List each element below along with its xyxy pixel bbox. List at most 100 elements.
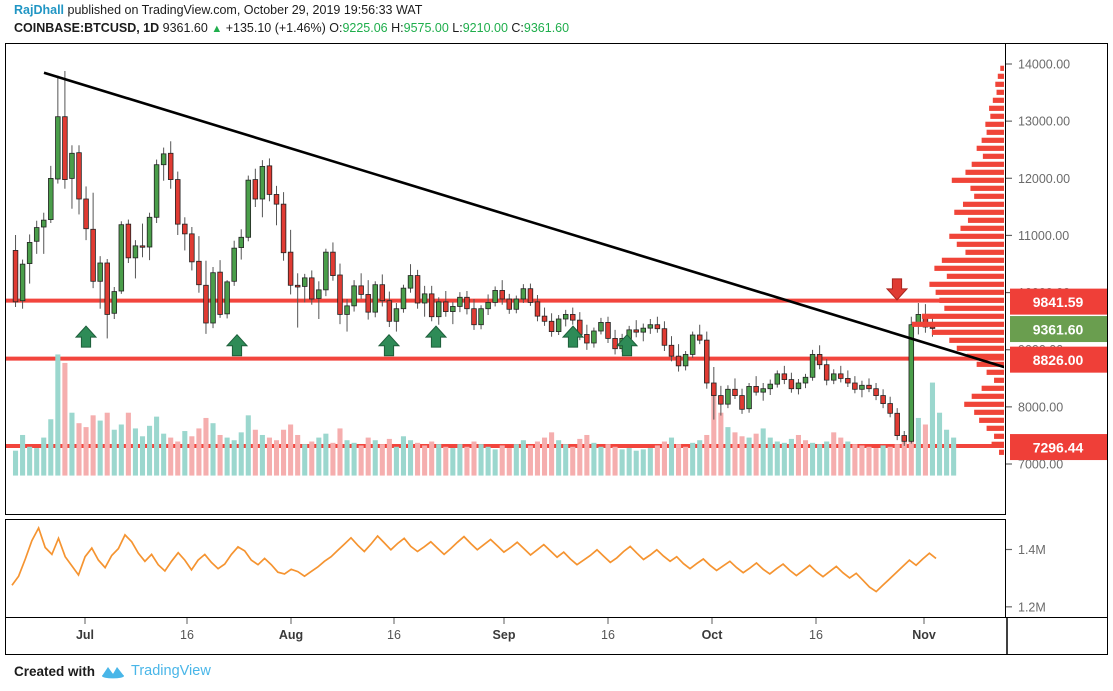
price-level-badge[interactable]: 8826.00: [1010, 346, 1107, 373]
buy-arrow-icon[interactable]: [424, 325, 448, 348]
profile-bar: [971, 161, 1004, 167]
candle-body: [633, 329, 639, 333]
trendline[interactable]: [43, 71, 1004, 369]
candle-body: [62, 116, 68, 180]
volume-bar: [598, 446, 604, 476]
up-triangle-icon: ▲: [211, 23, 223, 35]
profile-bar: [949, 337, 1004, 343]
volume-bar: [577, 438, 583, 476]
candle-body: [894, 412, 900, 436]
volume-bar: [781, 442, 787, 476]
profile-bar: [964, 401, 1004, 407]
volume-bars: [12, 354, 957, 476]
volume-bar: [281, 429, 287, 476]
candle-body: [203, 284, 209, 324]
indicator-panel[interactable]: [5, 519, 1006, 618]
badge-label: 9841.59: [1033, 294, 1084, 310]
volume-bar: [358, 445, 364, 476]
candle-body: [760, 388, 766, 393]
candle-body: [344, 305, 350, 315]
volume-bar: [915, 417, 921, 476]
candle-body: [478, 308, 484, 326]
price-chart-panel[interactable]: [5, 43, 1006, 515]
profile-bar: [970, 185, 1004, 191]
price-level-badge[interactable]: 9361.60: [1010, 316, 1107, 343]
sell-arrow-icon[interactable]: [885, 278, 909, 301]
volume-bar: [97, 420, 103, 476]
price-axis-svg: 14000.0013000.0012000.0011000.0010000.00…: [1006, 58, 1107, 614]
time-tick-label: Nov: [912, 628, 936, 642]
candle-body: [400, 287, 407, 310]
buy-arrow-icon[interactable]: [225, 333, 249, 357]
candle-body: [323, 251, 329, 291]
candle-body: [450, 306, 456, 312]
buy-arrow-icon[interactable]: [615, 333, 639, 357]
volume-bar: [774, 441, 780, 476]
candle-body: [196, 260, 202, 286]
volume-bar: [273, 440, 280, 476]
symbol-label[interactable]: COINBASE:BTCUSD, 1D: [14, 21, 160, 35]
candle-body: [562, 314, 569, 320]
candle-body: [464, 296, 470, 310]
volume-bar: [683, 446, 689, 476]
volume-bar: [880, 445, 886, 476]
badge-label: 9361.60: [1033, 322, 1084, 338]
profile-bar: [912, 321, 1004, 327]
time-tick-label: 16: [180, 628, 194, 642]
candle-body: [859, 384, 865, 390]
buy-arrow-icon[interactable]: [561, 325, 585, 348]
profile-bar: [1000, 65, 1004, 71]
buy-arrow-icon[interactable]: [74, 325, 98, 348]
candle-body: [802, 376, 809, 384]
candle-body: [330, 251, 336, 276]
tradingview-label[interactable]: TradingView: [131, 663, 211, 679]
volume-bar: [161, 433, 167, 476]
volume-bar: [386, 438, 392, 476]
price-level-badge[interactable]: 7296.44: [1010, 434, 1107, 461]
price-level-badge[interactable]: 9841.59: [1010, 288, 1107, 315]
badge-background: [1010, 434, 1107, 461]
profile-bar: [989, 105, 1004, 111]
volume-bar: [407, 440, 414, 476]
candle-body: [873, 388, 879, 396]
price-tick-label: 7000.00: [1018, 458, 1063, 472]
volume-bar: [767, 437, 773, 476]
volume-bar: [245, 415, 251, 476]
volume-bar: [810, 442, 816, 476]
candle-body: [668, 344, 675, 357]
volume-bar: [266, 437, 272, 476]
volume-bar: [478, 444, 484, 476]
volume-bar: [584, 434, 590, 476]
volume-bar: [168, 437, 174, 476]
volume-bar: [118, 424, 124, 476]
volume-profile: [912, 65, 1004, 455]
candle-body: [788, 379, 795, 390]
indicator-line: [11, 525, 937, 593]
candle-body: [485, 302, 491, 310]
price-tick-label: 11000.00: [1018, 229, 1069, 243]
buy-arrow-icon[interactable]: [377, 333, 401, 357]
volume-bar: [415, 442, 421, 476]
indicator-tick-label: 1.4M: [1018, 543, 1046, 557]
candle-body: [774, 373, 781, 385]
time-axis[interactable]: Jul 16 Aug 16 Sep 16 Oct 16 Nov: [5, 618, 1108, 655]
volume-bar: [894, 444, 900, 476]
volume-bar: [69, 412, 75, 476]
indicator-tick-label: 1.2M: [1018, 600, 1046, 614]
volume-bar: [20, 434, 26, 476]
candle-body: [555, 318, 562, 332]
volume-bar: [591, 442, 597, 476]
price-axis[interactable]: 14000.0013000.0012000.0011000.0010000.00…: [1006, 43, 1108, 618]
profile-bar: [956, 345, 1004, 351]
author-name[interactable]: RajDhall: [14, 3, 65, 17]
profile-bar: [951, 177, 1004, 183]
candle-body: [125, 223, 132, 259]
volume-bar: [443, 446, 449, 476]
volume-bar: [231, 440, 237, 476]
time-axis-svg: Jul 16 Aug 16 Sep 16 Oct 16 Nov: [76, 618, 1008, 654]
tradingview-logo-icon: [102, 667, 125, 679]
candle-body: [443, 301, 449, 312]
profile-bar: [965, 169, 1004, 175]
change-value: +135.10 (+1.46%): [225, 21, 326, 35]
symbol-quote-line: COINBASE:BTCUSD, 1D 9361.60 ▲ +135.10 (+…: [14, 21, 569, 35]
